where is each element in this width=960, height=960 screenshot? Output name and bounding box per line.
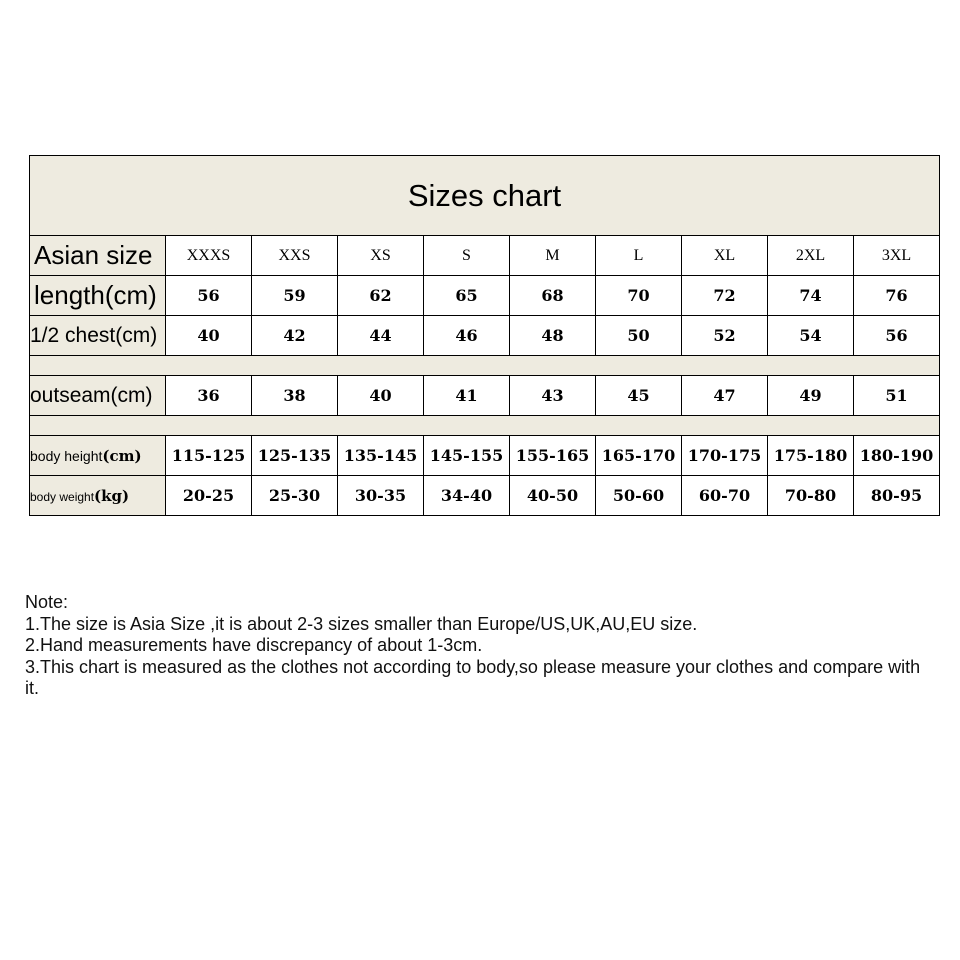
value-cell: 74 bbox=[767, 275, 854, 316]
value-cell: 50 bbox=[595, 315, 682, 356]
value-cell: 41 bbox=[423, 375, 510, 416]
value-cell: 76 bbox=[853, 275, 940, 316]
value-cell: 68 bbox=[509, 275, 596, 316]
size-chart-table: Sizes chart Asian size XXXS XXS XS S M L XL 2XL… bbox=[29, 155, 940, 516]
value-cell: 34-40 bbox=[423, 475, 510, 516]
value-cell: 2XL bbox=[767, 235, 854, 276]
value-cell: 155-165 bbox=[509, 435, 596, 476]
value-cell: 165-170 bbox=[595, 435, 682, 476]
value-cell: XXXS bbox=[165, 235, 252, 276]
value-cell: 42 bbox=[251, 315, 338, 356]
value-cell: 45 bbox=[595, 375, 682, 416]
value-cell: 56 bbox=[165, 275, 252, 316]
value-cell: 38 bbox=[251, 375, 338, 416]
value-cell: 60-70 bbox=[681, 475, 768, 516]
value-cell: 47 bbox=[681, 375, 768, 416]
note-item: 3.This chart is measured as the clothes … bbox=[25, 656, 921, 699]
value-cell: 40-50 bbox=[509, 475, 596, 516]
value-cell: 145-155 bbox=[423, 435, 510, 476]
value-cell: 56 bbox=[853, 315, 940, 356]
row-label: Asian size bbox=[29, 235, 166, 276]
value-cell: 54 bbox=[767, 315, 854, 356]
value-cell: S bbox=[423, 235, 510, 276]
row-label: length(cm) bbox=[29, 275, 166, 316]
chart-title: Sizes chart bbox=[29, 155, 940, 236]
value-cell: 20-25 bbox=[165, 475, 252, 516]
value-cell: 49 bbox=[767, 375, 854, 416]
value-cell: 52 bbox=[681, 315, 768, 356]
value-cell: 30-35 bbox=[337, 475, 424, 516]
value-cell: 70 bbox=[595, 275, 682, 316]
value-cell: 36 bbox=[165, 375, 252, 416]
row-label: body weight(kg) bbox=[29, 475, 166, 516]
spacer-row bbox=[29, 415, 940, 436]
value-cell: M bbox=[509, 235, 596, 276]
length-row: length(cm) 56 59 62 65 68 70 72 74 76 bbox=[29, 275, 940, 316]
value-cell: 65 bbox=[423, 275, 510, 316]
value-cell: XXS bbox=[251, 235, 338, 276]
value-cell: 43 bbox=[509, 375, 596, 416]
label-text: body height bbox=[30, 447, 103, 464]
value-cell: 44 bbox=[337, 315, 424, 356]
spacer-row bbox=[29, 355, 940, 376]
value-cell: 62 bbox=[337, 275, 424, 316]
size-row: Asian size XXXS XXS XS S M L XL 2XL 3XL bbox=[29, 235, 940, 276]
value-cell: 70-80 bbox=[767, 475, 854, 516]
outseam-row: outseam(cm) 36 38 40 41 43 45 47 49 51 bbox=[29, 375, 940, 416]
value-cell: 72 bbox=[681, 275, 768, 316]
value-cell: 175-180 bbox=[767, 435, 854, 476]
row-label: outseam(cm) bbox=[29, 375, 166, 416]
body-weight-row: body weight(kg) 20-25 25-30 30-35 34-40 40-5… bbox=[29, 475, 940, 516]
value-cell: 3XL bbox=[853, 235, 940, 276]
value-cell: 125-135 bbox=[251, 435, 338, 476]
value-cell: XL bbox=[681, 235, 768, 276]
value-cell: 46 bbox=[423, 315, 510, 356]
value-cell: 51 bbox=[853, 375, 940, 416]
value-cell: 115-125 bbox=[165, 435, 252, 476]
notes: Note: 1.The size is Asia Size ,it is abo… bbox=[25, 592, 925, 700]
value-cell: 135-145 bbox=[337, 435, 424, 476]
row-label: body height(cm) bbox=[29, 435, 166, 476]
note-item: 1.The size is Asia Size ,it is about 2-3… bbox=[25, 613, 698, 634]
value-cell: 180-190 bbox=[853, 435, 940, 476]
value-cell: 170-175 bbox=[681, 435, 768, 476]
value-cell: 40 bbox=[165, 315, 252, 356]
body-height-row: body height(cm) 115-125 125-135 135-145 145… bbox=[29, 435, 940, 476]
value-cell: L bbox=[595, 235, 682, 276]
unit-text: (kg) bbox=[94, 486, 130, 505]
notes-heading: Note: bbox=[25, 592, 69, 612]
chest-row: 1/2 chest(cm) 40 42 44 46 48 50 52 54 56 bbox=[29, 315, 940, 356]
value-cell: 40 bbox=[337, 375, 424, 416]
value-cell: 59 bbox=[251, 275, 338, 316]
label-text: body weight bbox=[30, 489, 95, 504]
row-label: 1/2 chest(cm) bbox=[29, 315, 166, 356]
unit-text: (cm) bbox=[102, 446, 142, 465]
value-cell: 25-30 bbox=[251, 475, 338, 516]
value-cell: 48 bbox=[509, 315, 596, 356]
value-cell: 80-95 bbox=[853, 475, 940, 516]
value-cell: 50-60 bbox=[595, 475, 682, 516]
note-item: 2.Hand measurements have discrepancy of … bbox=[25, 635, 483, 655]
value-cell: XS bbox=[337, 235, 424, 276]
